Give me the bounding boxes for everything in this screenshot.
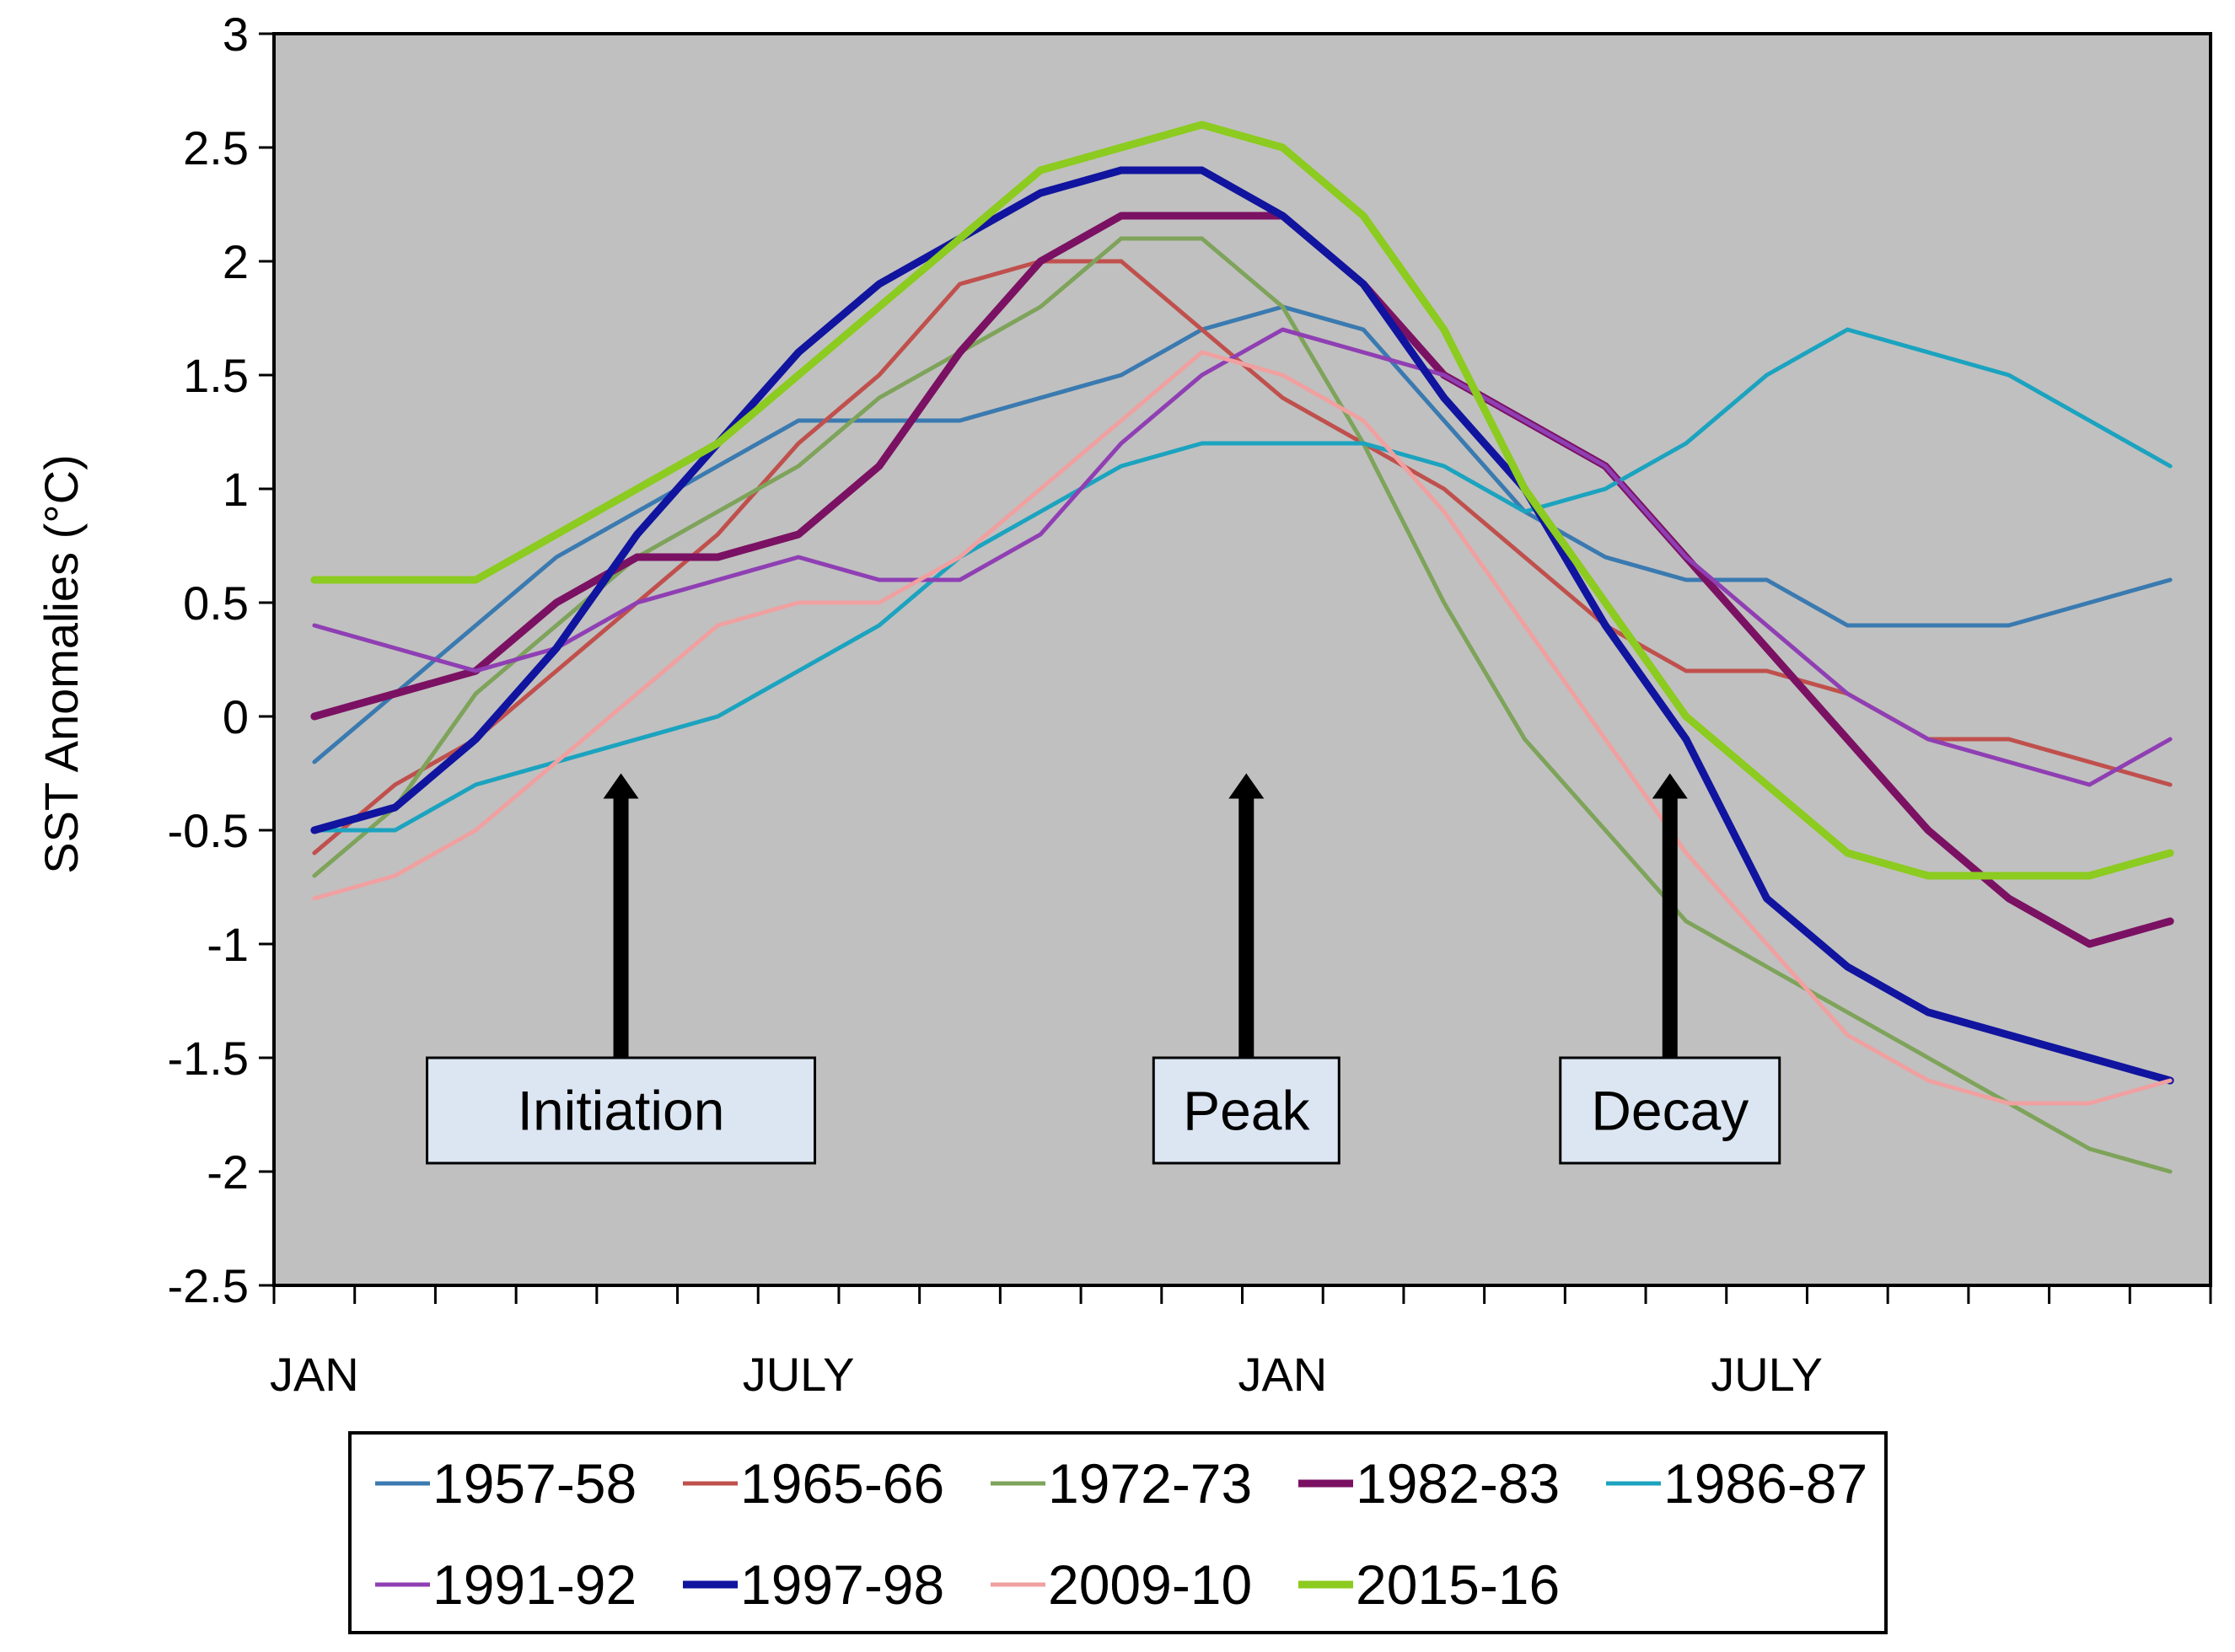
series-line-1982-83 (310, 212, 2174, 948)
series-line-1957-58 (312, 304, 2173, 764)
y-tick-label: 0 (223, 690, 249, 743)
y-ticks: 3 2.5 2 1.5 1 0.5 0 -0.5 -1 -1.5 -2 -2.5 (168, 8, 274, 1312)
legend-box (348, 1431, 1888, 1634)
annotation-box (1559, 1056, 1781, 1165)
y-tick-label: 1.5 (183, 349, 249, 402)
annotation-box (426, 1056, 817, 1165)
y-tick-label: 1 (223, 463, 249, 516)
annotation-arrow-head (603, 773, 639, 799)
y-tick-label: -1.5 (168, 1032, 250, 1085)
series-lines (310, 121, 2174, 1174)
annotation-label: Initiation (518, 1080, 725, 1142)
y-tick-label: -2.5 (168, 1259, 250, 1312)
legend-label: 1965-66 (740, 1452, 944, 1515)
annotation-label: Peak (1183, 1080, 1310, 1142)
x-ticks: JAN JULY JAN JULY (270, 1285, 2212, 1401)
annotation-box (1152, 1056, 1340, 1165)
x-tick-label: JULY (1711, 1348, 1823, 1401)
series-line-2015-16 (310, 121, 2174, 880)
y-tick-label: -2 (207, 1145, 249, 1199)
legend: 1957-58 1965-66 1972-73 1982-83 1986-87 1991-… (375, 1452, 1867, 1616)
annotation-arrow-head (1652, 773, 1688, 799)
x-tick-label: JAN (1238, 1348, 1327, 1401)
legend-label: 1997-98 (740, 1553, 944, 1616)
series-line-1986-87 (312, 327, 2173, 833)
y-tick-label: -1 (207, 918, 249, 971)
series-line-1991-92 (312, 327, 2173, 787)
legend-label: 1991-92 (432, 1553, 637, 1616)
legend-label: 1982-83 (1356, 1452, 1560, 1515)
y-tick-label: 3 (223, 8, 249, 61)
legend-label: 2009-10 (1048, 1553, 1252, 1616)
annotation-label: Decay (1591, 1080, 1749, 1142)
stage-annotations: Initiation Peak Decay (426, 773, 1781, 1165)
y-axis-title: SST Anomalies (°C) (35, 454, 88, 874)
legend-label: 2015-16 (1356, 1553, 1560, 1616)
series-line-2009-10 (312, 350, 2173, 1106)
series-line-1997-98 (310, 166, 2174, 1085)
legend-label: 1957-58 (432, 1452, 637, 1515)
annotation-arrow-head (1228, 773, 1265, 799)
y-tick-label: -0.5 (168, 804, 250, 857)
x-tick-label: JULY (743, 1348, 855, 1401)
legend-label: 1972-73 (1048, 1452, 1252, 1515)
y-tick-label: 0.5 (183, 577, 249, 630)
x-tick-label: JAN (270, 1348, 359, 1401)
y-tick-label: 2 (223, 235, 249, 288)
y-tick-label: 2.5 (183, 121, 249, 174)
legend-label: 1986-87 (1663, 1452, 1867, 1515)
